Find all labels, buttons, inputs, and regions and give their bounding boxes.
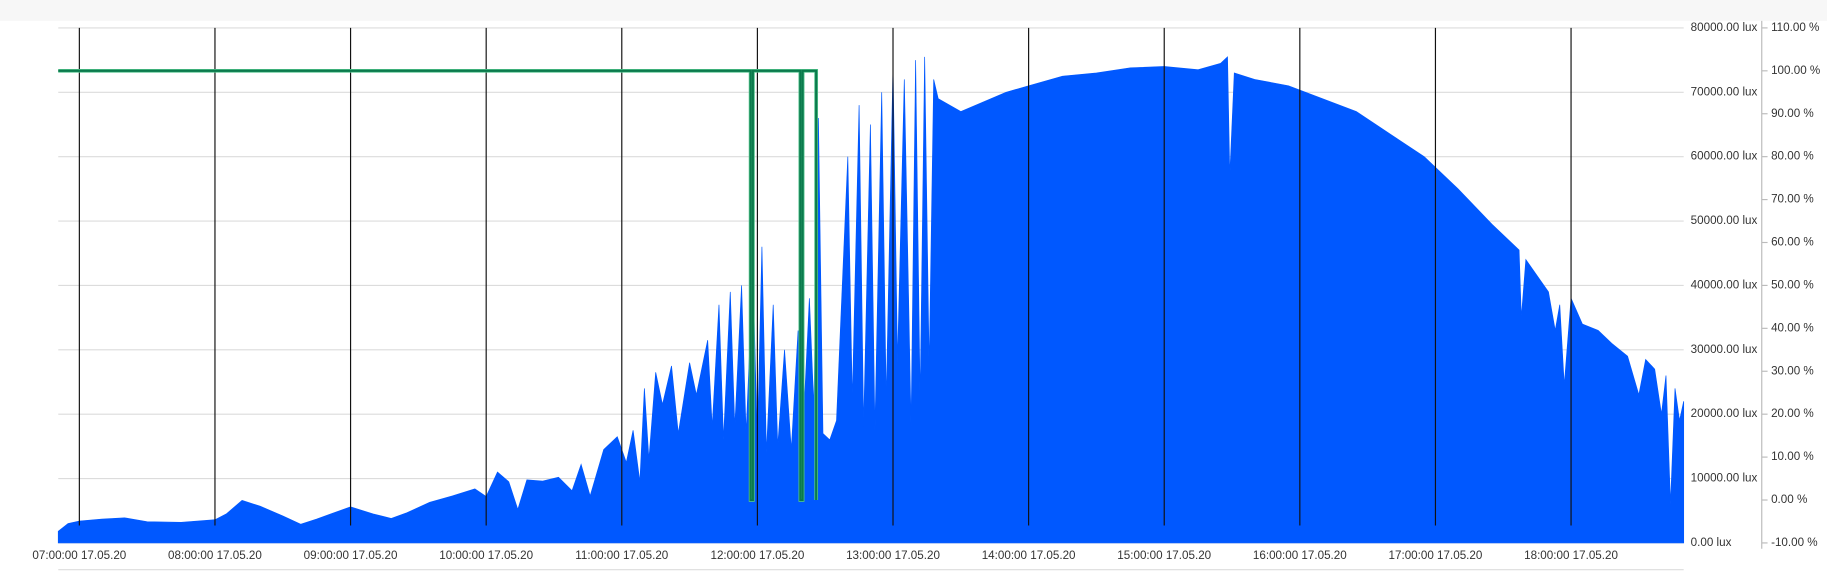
x-tick-label: 15:00:00 17.05.20 xyxy=(1117,549,1211,562)
y-tick-label: 60000.00 lux xyxy=(1691,150,1758,163)
y-tick-label: 70000.00 lux xyxy=(1691,85,1758,98)
y-tick-label: 0.00 lux xyxy=(1691,536,1732,549)
y-tick-label: 10000.00 lux xyxy=(1691,472,1758,485)
y-tick-label: 80000.00 lux xyxy=(1691,21,1758,34)
y2-tick-label: 20.00 % xyxy=(1771,407,1814,420)
y-tick-label: 30000.00 lux xyxy=(1691,343,1758,356)
x-tick-label: 07:00:00 17.05.20 xyxy=(32,549,126,562)
x-tick-label: 17:00:00 17.05.20 xyxy=(1389,549,1483,562)
y2-tick-label: 0.00 % xyxy=(1771,493,1807,506)
top-bar xyxy=(0,0,1827,21)
y2-tick-label: 70.00 % xyxy=(1771,193,1814,206)
y2-tick-label: 90.00 % xyxy=(1771,107,1814,120)
x-tick-label: 13:00:00 17.05.20 xyxy=(846,549,940,562)
y-tick-label: 40000.00 lux xyxy=(1691,279,1758,292)
y2-tick-label: 100.00 % xyxy=(1771,64,1820,77)
area xyxy=(57,56,1685,544)
y2-tick-label: 30.00 % xyxy=(1771,364,1814,377)
x-tick-label: 11:00:00 17.05.20 xyxy=(575,549,669,562)
x-tick-label: 09:00:00 17.05.20 xyxy=(304,549,398,562)
y2-tick-label: 110.00 % xyxy=(1771,21,1819,34)
y-tick-label: 20000.00 lux xyxy=(1691,407,1758,420)
y2-tick-label: 40.00 % xyxy=(1771,321,1814,334)
x-tick-label: 10:00:00 17.05.20 xyxy=(439,549,533,562)
y2-tick-label: 10.00 % xyxy=(1771,450,1814,463)
y2-tick-label: 60.00 % xyxy=(1771,236,1814,249)
y2-tick-label: 80.00 % xyxy=(1771,150,1814,163)
y-tick-label: 50000.00 lux xyxy=(1691,214,1758,227)
x-tick-label: 14:00:00 17.05.20 xyxy=(982,549,1076,562)
x-tick-label: 08:00:00 17.05.20 xyxy=(168,549,262,562)
line xyxy=(58,69,818,502)
x-tick-label: 18:00:00 17.05.20 xyxy=(1524,549,1618,562)
y2-tick-label: -10.00 % xyxy=(1771,536,1818,549)
x-tick-label: 12:00:00 17.05.20 xyxy=(710,549,804,562)
y2-tick-label: 50.00 % xyxy=(1771,279,1814,292)
x-tick-label: 16:00:00 17.05.20 xyxy=(1253,549,1347,562)
